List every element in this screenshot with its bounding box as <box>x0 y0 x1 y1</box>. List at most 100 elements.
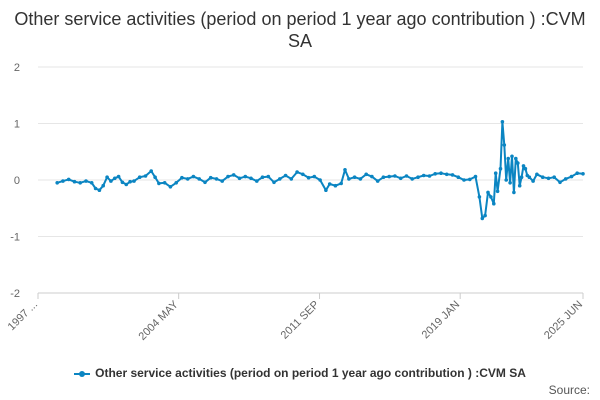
data-point <box>468 177 472 182</box>
data-point <box>120 180 125 185</box>
data-point <box>97 188 102 192</box>
data-point <box>512 190 516 195</box>
data-point <box>101 183 105 188</box>
data-point <box>504 178 509 182</box>
data-point <box>387 174 392 179</box>
data-point <box>197 177 201 181</box>
data-point <box>398 176 403 181</box>
data-point <box>421 173 426 178</box>
data-point <box>444 172 449 177</box>
y-tick-label: 1 <box>14 119 20 131</box>
data-point <box>352 175 357 179</box>
data-point <box>510 154 514 159</box>
data-point <box>168 185 173 189</box>
data-point <box>489 195 493 199</box>
data-point <box>191 174 196 179</box>
chart-title: Other service activities (period on peri… <box>14 9 586 51</box>
data-point <box>439 171 443 175</box>
data-point <box>521 164 526 168</box>
data-point <box>105 175 109 179</box>
data-point <box>55 181 59 185</box>
data-point <box>540 175 545 179</box>
legend[interactable]: Other service activities (period on peri… <box>0 366 600 380</box>
data-point <box>109 179 113 183</box>
legend-marker <box>74 370 91 377</box>
data-point <box>508 181 512 185</box>
data-point <box>249 176 253 181</box>
data-point <box>552 175 556 179</box>
data-point <box>477 195 482 199</box>
data-point <box>517 183 522 188</box>
data-point <box>278 177 282 181</box>
data-point <box>495 189 500 194</box>
data-point <box>149 169 153 173</box>
data-point <box>124 182 129 187</box>
data-point <box>220 179 224 183</box>
data-point <box>237 176 242 181</box>
data-point <box>506 156 511 161</box>
data-point <box>393 174 397 178</box>
data-point <box>347 177 351 181</box>
series-line <box>56 120 584 220</box>
data-point <box>427 174 432 178</box>
legend-label: Other service activities (period on peri… <box>95 366 526 380</box>
data-point <box>157 181 161 186</box>
data-point <box>93 186 98 191</box>
data-point <box>289 177 294 181</box>
data-point <box>364 172 369 177</box>
data-point <box>535 172 539 177</box>
data-point <box>185 177 190 181</box>
data-point <box>375 179 380 183</box>
data-point <box>381 175 386 179</box>
x-tick-label: 1997 ... <box>6 299 40 333</box>
data-point <box>137 175 142 179</box>
y-tick-label: 2 <box>14 62 20 74</box>
data-point <box>174 181 178 185</box>
source-label: Source: <box>548 383 590 397</box>
data-point <box>312 174 317 179</box>
data-point <box>254 179 259 183</box>
data-point <box>462 178 466 182</box>
data-point <box>128 179 132 184</box>
y-tick-label: -1 <box>10 232 20 244</box>
data-point <box>546 176 551 181</box>
data-point <box>89 181 94 185</box>
data-point <box>493 171 498 175</box>
data-point <box>260 175 265 179</box>
data-point <box>61 179 65 183</box>
data-point <box>473 174 478 179</box>
y-axis-ticks: 2 1 0 -1 -2 <box>10 62 20 300</box>
data-point <box>480 216 485 221</box>
data-point <box>502 143 507 147</box>
data-point <box>180 175 184 180</box>
data-point <box>231 173 236 177</box>
data-point <box>531 179 535 183</box>
data-point <box>492 201 496 206</box>
data-point <box>243 174 248 179</box>
data-point <box>113 176 117 181</box>
data-point <box>272 180 276 185</box>
data-point <box>519 175 524 179</box>
data-point <box>226 174 230 179</box>
data-point <box>516 161 520 165</box>
data-point <box>324 188 328 192</box>
data-point <box>523 166 528 171</box>
data-point <box>558 180 562 185</box>
data-point <box>214 177 219 181</box>
data-point <box>416 175 420 179</box>
x-tick-label: 2004 MAY <box>137 298 182 343</box>
data-point <box>327 182 332 186</box>
data-point <box>333 183 338 188</box>
series-group <box>55 120 585 221</box>
data-point <box>339 181 344 186</box>
data-point <box>301 172 305 177</box>
data-point <box>581 172 585 176</box>
data-point <box>456 175 461 179</box>
data-point <box>306 175 311 180</box>
data-point <box>295 170 299 174</box>
data-point <box>343 168 347 172</box>
data-point <box>569 174 574 179</box>
data-point <box>410 177 415 181</box>
data-point <box>203 180 207 185</box>
data-point <box>116 174 121 179</box>
